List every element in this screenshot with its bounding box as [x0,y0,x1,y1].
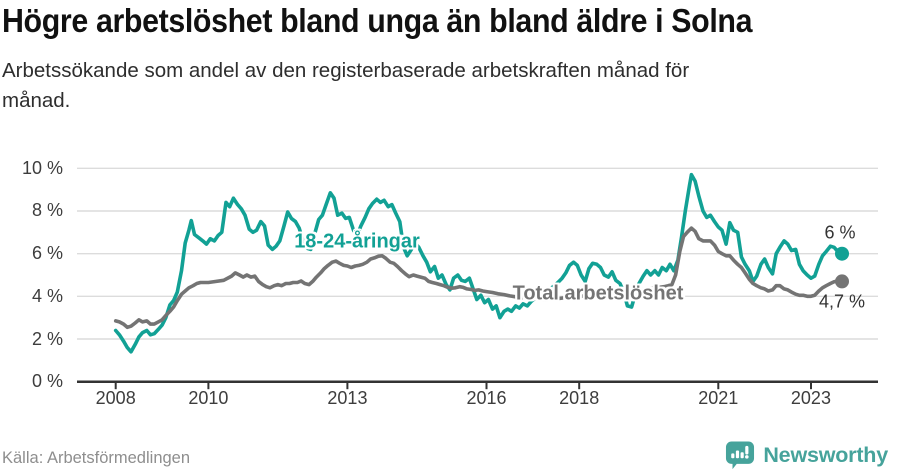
newsworthy-wordmark: Newsworthy [763,443,888,467]
y-tick-label: 0 % [31,371,63,392]
source-credit: Källa: Arbetsförmedlingen [2,449,191,467]
page-title: Högre arbetslöshet bland unga än bland ä… [2,2,753,39]
series-label-youth: 18-24-åringar [294,230,420,253]
series-line-youth [113,172,844,354]
newsworthy-logo[interactable]: Newsworthy [725,441,888,470]
newsworthy-bubble-chart-icon [726,441,755,470]
series-end-dot-youth [835,246,849,261]
x-tick-label: 2008 [95,388,136,408]
y-tick-label: 10 % [21,157,63,178]
end-value-label-youth: 6 % [824,222,856,243]
chart-subtitle: Arbetssökande som andel av den registerb… [2,59,690,112]
y-tick-label: 8 % [31,200,63,221]
y-tick-label: 4 % [31,285,63,306]
series-label-total: Total arbetslöshet [512,282,684,305]
x-tick-label: 2023 [790,388,831,408]
y-tick-label: 2 % [31,328,63,349]
x-tick-label: 2018 [559,388,600,408]
series-end-dot-total [835,274,849,289]
x-tick-label: 2013 [327,388,368,408]
series-line-total [113,226,844,330]
x-tick-label: 2021 [698,388,739,408]
x-tick-label: 2016 [466,388,507,408]
end-value-label-total: 4,7 % [818,291,866,312]
y-tick-label: 6 % [31,243,63,264]
x-tick-label: 2010 [188,388,229,408]
